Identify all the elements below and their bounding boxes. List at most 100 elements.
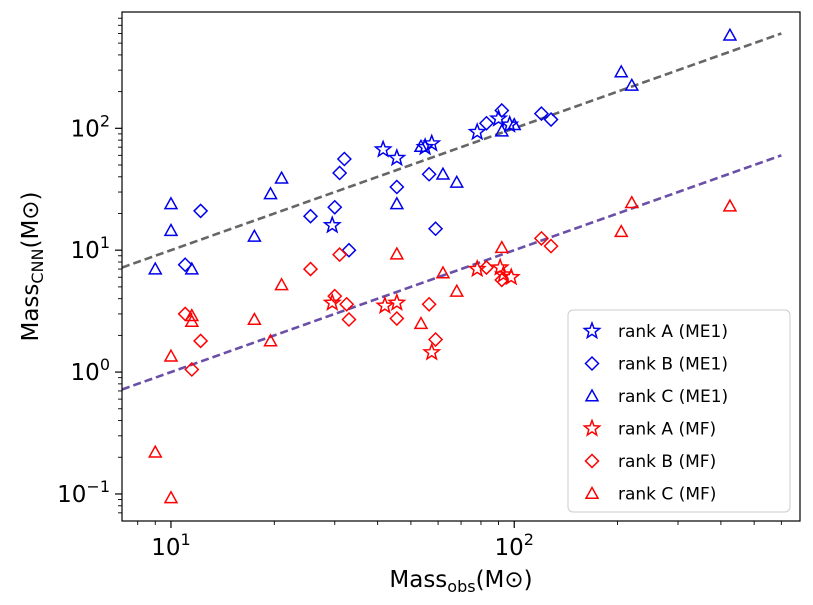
data-point xyxy=(422,133,442,152)
y-tick-label: 10−1 xyxy=(57,477,110,508)
data-point xyxy=(163,196,179,210)
y-tick-label: 100 xyxy=(71,355,110,386)
data-point xyxy=(332,247,348,263)
data-point xyxy=(163,348,179,362)
data-point xyxy=(336,151,352,167)
legend-marker xyxy=(584,355,600,372)
data-point xyxy=(339,296,355,312)
fit-line xyxy=(121,32,782,269)
data-point xyxy=(184,308,200,322)
data-points xyxy=(147,27,738,504)
data-point xyxy=(263,333,278,347)
data-point xyxy=(494,102,510,119)
data-point xyxy=(302,208,319,224)
data-point xyxy=(274,170,289,184)
data-point xyxy=(478,115,495,131)
data-point xyxy=(501,267,521,286)
data-point xyxy=(428,331,444,348)
data-point xyxy=(478,260,495,276)
data-point xyxy=(494,240,510,254)
data-point xyxy=(533,230,549,246)
data-point xyxy=(435,265,451,279)
data-point xyxy=(332,165,348,181)
data-point xyxy=(302,261,319,277)
data-point xyxy=(375,295,395,314)
data-point xyxy=(147,261,163,275)
data-point xyxy=(247,311,262,326)
data-point xyxy=(613,224,629,238)
data-point xyxy=(147,444,163,458)
data-point xyxy=(184,313,200,328)
data-point xyxy=(389,196,405,210)
data-point xyxy=(177,257,193,273)
data-point xyxy=(389,179,405,195)
data-point xyxy=(389,246,405,260)
data-point xyxy=(428,221,444,237)
data-point xyxy=(467,122,487,141)
data-point xyxy=(421,166,437,182)
legend-label: rank B (ME1) xyxy=(618,355,728,375)
data-point xyxy=(163,490,179,504)
data-point xyxy=(193,333,209,349)
data-point xyxy=(533,106,549,122)
data-point xyxy=(493,264,514,283)
data-point xyxy=(421,296,437,312)
y-tick-label: 102 xyxy=(71,111,110,142)
legend-box xyxy=(567,309,791,513)
data-point xyxy=(506,117,522,131)
y-tick-label: 101 xyxy=(71,233,110,264)
legend-marker xyxy=(582,320,602,340)
data-point xyxy=(722,27,738,41)
data-point xyxy=(543,111,559,128)
data-point xyxy=(449,283,465,297)
data-point xyxy=(494,123,510,137)
fit-lines xyxy=(121,32,782,391)
data-point xyxy=(327,199,343,215)
data-point xyxy=(422,342,442,361)
legend-marker xyxy=(584,453,600,469)
data-point xyxy=(490,257,510,276)
data-point xyxy=(322,215,342,234)
x-tick-label: 101 xyxy=(151,530,190,561)
legend-label: rank A (ME1) xyxy=(618,322,728,342)
data-point xyxy=(449,174,465,188)
data-point xyxy=(341,311,357,328)
data-point xyxy=(613,64,629,78)
axis-ticks: 101 102 10−1 100 101 102 xyxy=(57,17,782,561)
data-point xyxy=(163,222,179,237)
data-point xyxy=(488,108,509,127)
data-point xyxy=(263,186,278,200)
legend-label: rank C (MF) xyxy=(618,485,716,505)
data-point xyxy=(341,242,357,258)
legend-marker xyxy=(584,388,600,402)
data-point xyxy=(184,261,200,275)
y-axis-label: MassCNN(M⊙) xyxy=(18,191,47,341)
data-point xyxy=(322,292,342,312)
data-point xyxy=(413,316,429,330)
data-point xyxy=(184,361,200,378)
legend: rank A (ME1) rank B (ME1) rank C (ME1) rank… xyxy=(567,309,791,513)
data-point xyxy=(387,147,407,167)
fit-line xyxy=(121,154,782,391)
data-point xyxy=(722,198,738,212)
data-point xyxy=(413,138,429,152)
data-point xyxy=(389,310,405,327)
data-point xyxy=(387,292,407,312)
data-point xyxy=(373,139,393,158)
legend-marker xyxy=(584,485,600,500)
data-point xyxy=(193,203,209,219)
data-point xyxy=(494,272,510,288)
legend-label: rank B (MF) xyxy=(618,452,716,472)
data-point xyxy=(274,277,289,291)
data-point xyxy=(247,228,262,242)
x-tick-label: 102 xyxy=(494,530,533,561)
data-point xyxy=(543,238,559,254)
x-axis-label: Massobs(M⊙) xyxy=(389,567,532,596)
legend-label: rank C (ME1) xyxy=(618,387,728,407)
legend-marker xyxy=(582,418,602,437)
data-point xyxy=(327,288,343,304)
data-point xyxy=(624,195,640,209)
data-point xyxy=(624,77,640,91)
data-point xyxy=(467,258,487,278)
